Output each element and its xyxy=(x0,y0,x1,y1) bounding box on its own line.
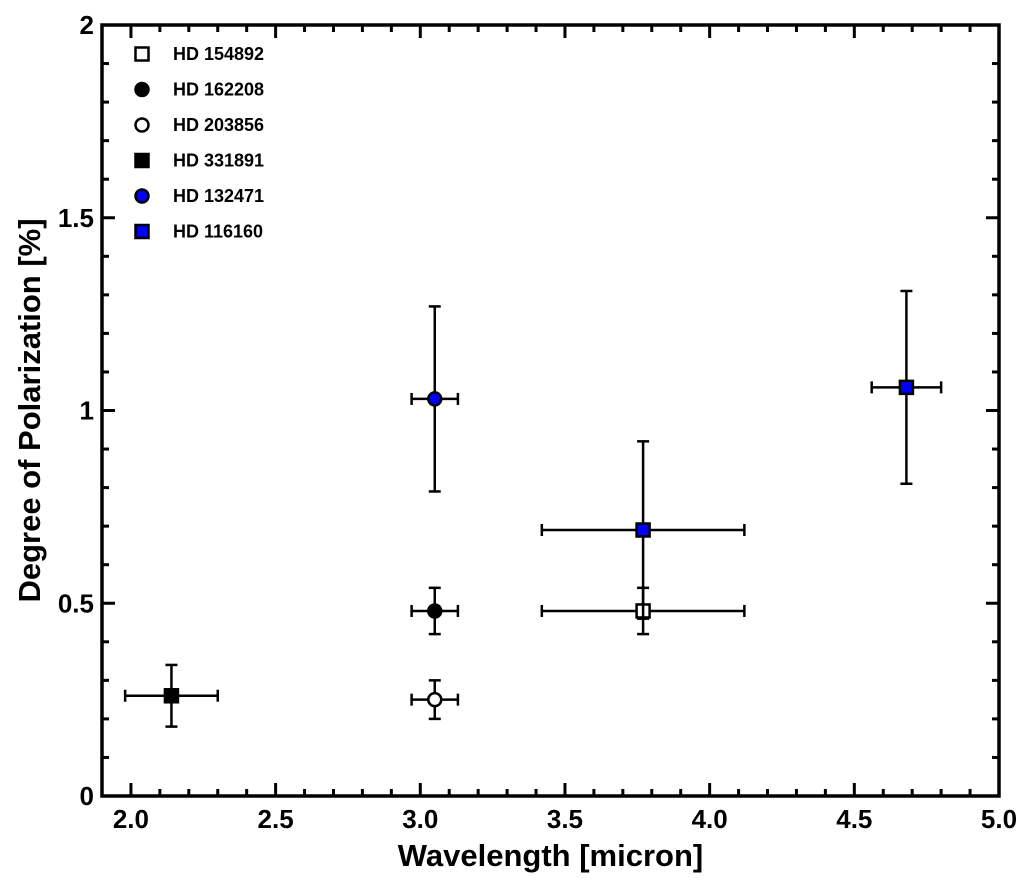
data-point xyxy=(870,289,943,485)
legend-entry: HD 203856 xyxy=(134,115,264,135)
legend-entry: HD 162208 xyxy=(134,80,264,100)
legend-label: HD 162208 xyxy=(173,80,264,100)
data-marker xyxy=(427,691,443,708)
legend-marker xyxy=(134,117,150,133)
axis-ticks xyxy=(102,23,1001,798)
data-marker xyxy=(898,379,915,396)
y-tick-label: 0.5 xyxy=(58,588,94,618)
x-tick-label: 3.0 xyxy=(402,804,438,834)
legend-label: HD 203856 xyxy=(173,115,264,135)
data-marker xyxy=(635,522,651,538)
data-point xyxy=(410,679,460,721)
y-tick-label: 0 xyxy=(80,781,94,811)
x-tick-label: 2.0 xyxy=(113,804,149,834)
plot-frame xyxy=(100,23,1001,798)
legend: HD 154892 HD 162208 HD 203856 HD 331891 HD 1… xyxy=(134,44,264,242)
legend-label: HD 116160 xyxy=(173,222,263,242)
data-point xyxy=(410,586,460,636)
x-axis-label: Wavelength [micron] xyxy=(398,838,703,873)
data-point xyxy=(410,305,460,493)
legend-entry: HD 116160 xyxy=(134,222,263,242)
data-marker xyxy=(163,688,180,704)
tick-labels: 2.0 2.5 3.0 3.5 4.0 4.5 5.0 0 0.5 1 1.5 2 xyxy=(58,10,1017,834)
data-point xyxy=(123,663,219,728)
data-marker xyxy=(427,603,443,619)
x-tick-label: 2.5 xyxy=(258,804,294,834)
legend-entry: HD 331891 xyxy=(134,151,264,171)
x-tick-label: 3.5 xyxy=(547,804,583,834)
y-tick-label: 1.5 xyxy=(58,203,94,233)
legend-label: HD 132471 xyxy=(173,186,264,206)
legend-label: HD 154892 xyxy=(173,44,264,64)
legend-entry: HD 154892 xyxy=(134,44,264,64)
y-tick-label: 2 xyxy=(80,10,94,40)
legend-marker xyxy=(134,81,150,98)
x-tick-label: 5.0 xyxy=(981,804,1017,834)
data-points xyxy=(123,289,943,728)
legend-entry: HD 132471 xyxy=(134,186,264,206)
legend-marker xyxy=(134,188,150,204)
legend-marker xyxy=(134,152,150,169)
data-point xyxy=(540,440,746,620)
y-axis-label: Degree of Polarization [%] xyxy=(12,218,47,602)
legend-marker xyxy=(134,223,150,240)
legend-label: HD 331891 xyxy=(173,151,264,171)
x-tick-label: 4.5 xyxy=(836,804,872,834)
y-tick-label: 1 xyxy=(80,396,94,426)
x-tick-label: 4.0 xyxy=(692,804,728,834)
legend-marker xyxy=(134,46,150,62)
data-marker xyxy=(427,391,443,407)
